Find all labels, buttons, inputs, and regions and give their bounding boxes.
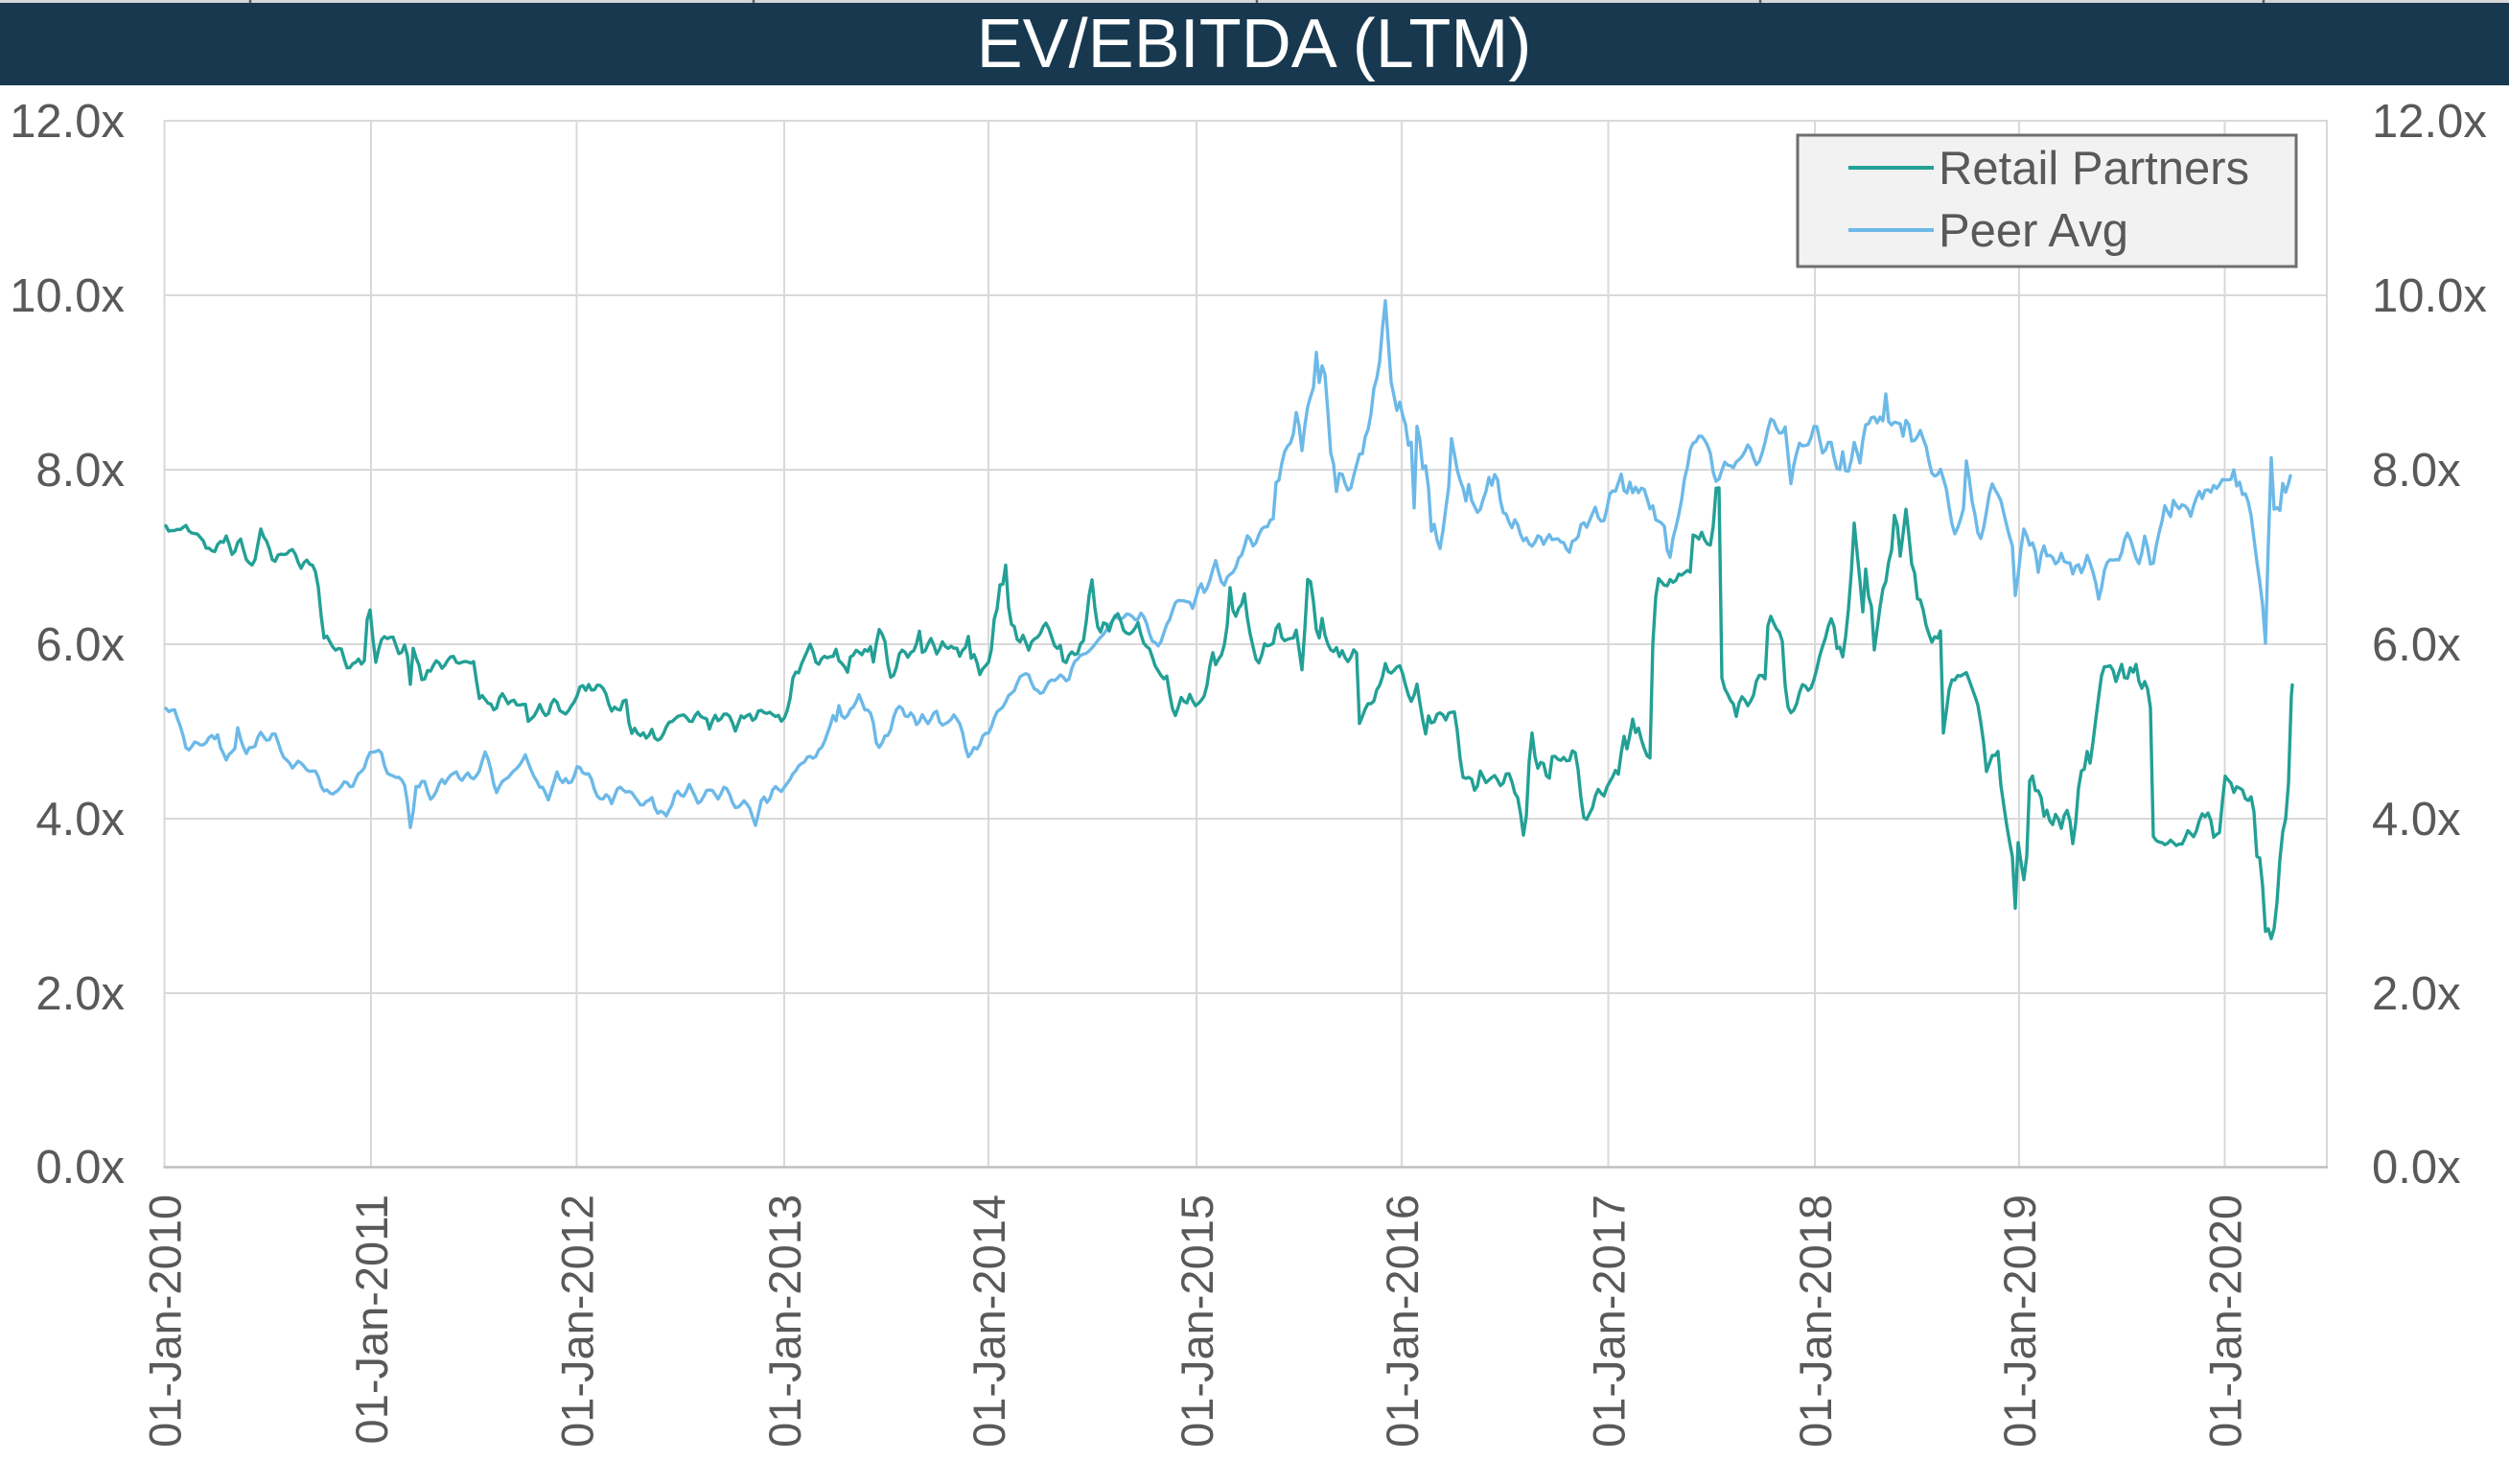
svg-text:2.0x: 2.0x (35, 968, 125, 1020)
svg-text:Retail Partners: Retail Partners (1939, 143, 2249, 195)
svg-text:01-Jan-2018: 01-Jan-2018 (1790, 1194, 1841, 1448)
svg-text:12.0x: 12.0x (10, 96, 125, 148)
svg-text:10.0x: 10.0x (2372, 270, 2487, 322)
svg-text:6.0x: 6.0x (2372, 619, 2461, 671)
svg-text:0.0x: 0.0x (2372, 1142, 2461, 1194)
svg-text:4.0x: 4.0x (2372, 794, 2461, 846)
svg-text:4.0x: 4.0x (35, 794, 125, 846)
svg-text:01-Jan-2010: 01-Jan-2010 (140, 1194, 191, 1448)
svg-text:6.0x: 6.0x (35, 619, 125, 671)
svg-text:01-Jan-2016: 01-Jan-2016 (1377, 1194, 1428, 1448)
svg-text:01-Jan-2014: 01-Jan-2014 (964, 1194, 1014, 1448)
svg-text:01-Jan-2017: 01-Jan-2017 (1584, 1194, 1635, 1448)
svg-text:01-Jan-2020: 01-Jan-2020 (2200, 1194, 2251, 1448)
svg-text:12.0x: 12.0x (2372, 96, 2487, 148)
svg-text:01-Jan-2015: 01-Jan-2015 (1172, 1194, 1222, 1448)
svg-text:10.0x: 10.0x (10, 270, 125, 322)
svg-text:Peer Avg: Peer Avg (1939, 205, 2128, 257)
svg-text:0.0x: 0.0x (35, 1142, 125, 1194)
svg-text:01-Jan-2019: 01-Jan-2019 (1994, 1194, 2045, 1448)
svg-text:8.0x: 8.0x (35, 445, 125, 497)
svg-text:01-Jan-2012: 01-Jan-2012 (552, 1194, 603, 1448)
svg-text:EV/EBITDA (LTM): EV/EBITDA (LTM) (977, 6, 1532, 82)
svg-text:8.0x: 8.0x (2372, 445, 2461, 497)
svg-text:2.0x: 2.0x (2372, 968, 2461, 1020)
svg-text:01-Jan-2011: 01-Jan-2011 (346, 1194, 397, 1444)
svg-text:01-Jan-2013: 01-Jan-2013 (759, 1194, 810, 1448)
